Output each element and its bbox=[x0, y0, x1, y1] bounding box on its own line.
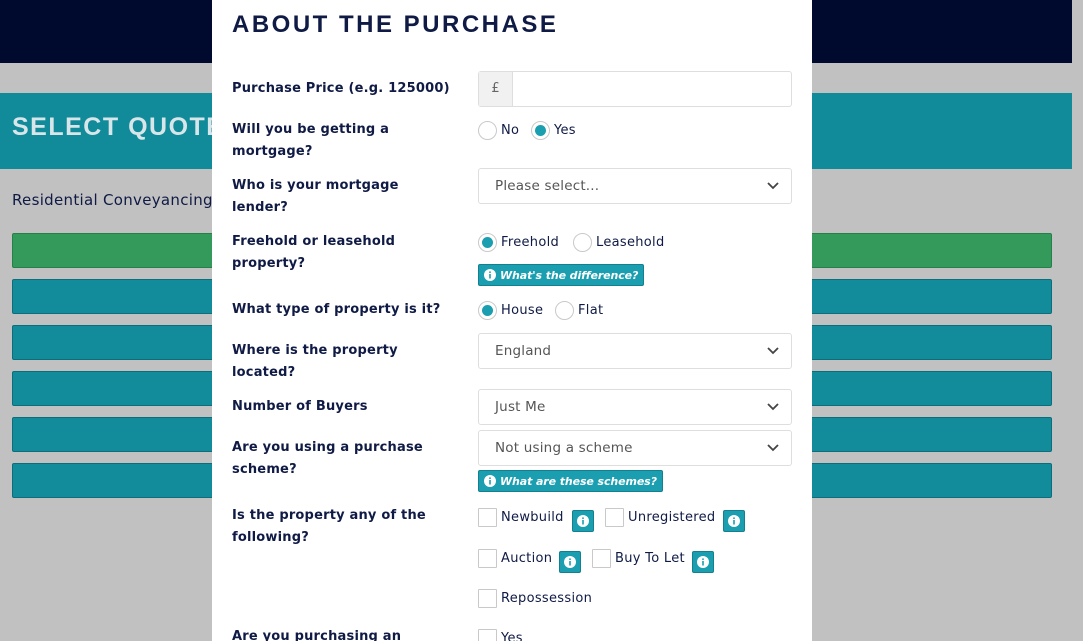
property-type-label: What type of property is it? bbox=[232, 302, 441, 317]
mortgage-yes-label: Yes bbox=[554, 123, 576, 138]
purchase-price-field: £ bbox=[478, 71, 792, 107]
scheme-label-line2: scheme? bbox=[232, 462, 297, 477]
banner-title: SELECT QUOTE bbox=[12, 113, 225, 141]
mortgage-label: Will you be getting a mortgage? bbox=[232, 119, 462, 163]
info-icon bbox=[577, 515, 589, 527]
buyers-label: Number of Buyers bbox=[232, 399, 368, 414]
tenure-label: Freehold or leasehold property? bbox=[232, 231, 462, 275]
features-label: Is the property any of the following? bbox=[232, 505, 462, 549]
auction-info-button[interactable] bbox=[559, 551, 581, 573]
radio-freehold[interactable] bbox=[478, 233, 497, 252]
scheme-help-button[interactable]: What are these schemes? bbox=[478, 470, 663, 492]
radio-leasehold[interactable] bbox=[573, 233, 592, 252]
unregistered-info-button[interactable] bbox=[723, 510, 745, 532]
checkbox-unregistered[interactable] bbox=[605, 508, 624, 527]
chevron-down-icon bbox=[767, 347, 779, 355]
chevron-down-icon bbox=[767, 444, 779, 452]
feature-newbuild[interactable]: Newbuild bbox=[478, 508, 564, 527]
lender-label-line1: Who is your mortgage bbox=[232, 178, 399, 193]
checkbox-buy-to-let[interactable] bbox=[592, 549, 611, 568]
feature-buy-to-let[interactable]: Buy To Let bbox=[592, 549, 685, 568]
purchase-price-label: Purchase Price (e.g. 125000) bbox=[232, 81, 450, 96]
auction-label: Auction bbox=[501, 551, 553, 566]
purchase-price-input[interactable] bbox=[513, 72, 791, 106]
lender-label-line2: lender? bbox=[232, 200, 289, 215]
feature-unregistered[interactable]: Unregistered bbox=[605, 508, 715, 527]
scheme-select[interactable]: Not using a scheme bbox=[478, 430, 792, 466]
buy-to-let-label: Buy To Let bbox=[615, 551, 685, 566]
radio-house[interactable] bbox=[478, 301, 497, 320]
mortgage-option-yes[interactable]: Yes bbox=[531, 121, 576, 140]
chevron-down-icon bbox=[767, 182, 779, 190]
freehold-label: Freehold bbox=[501, 235, 560, 250]
property-option-flat[interactable]: Flat bbox=[555, 301, 603, 320]
tenure-help-button[interactable]: What's the difference? bbox=[478, 264, 645, 286]
newbuild-info-button[interactable] bbox=[572, 510, 594, 532]
location-label: Where is the property located? bbox=[232, 340, 462, 384]
mortgage-label-line2: mortgage? bbox=[232, 144, 313, 159]
tenure-help-text: What's the difference? bbox=[500, 268, 639, 282]
info-icon bbox=[564, 556, 576, 568]
mortgage-option-no[interactable]: No bbox=[478, 121, 519, 140]
flat-label: Flat bbox=[578, 303, 604, 318]
buy-to-let-info-button[interactable] bbox=[692, 551, 714, 573]
leasehold-label: Leasehold bbox=[596, 235, 665, 250]
buyers-select[interactable]: Just Me bbox=[478, 389, 792, 425]
mortgage-label-line1: Will you be getting a bbox=[232, 122, 390, 137]
info-icon bbox=[484, 475, 496, 487]
location-select[interactable]: England bbox=[478, 333, 792, 369]
tenure-label-line2: property? bbox=[232, 256, 306, 271]
scrollbar-track[interactable] bbox=[1072, 0, 1083, 641]
location-label-line2: located? bbox=[232, 365, 296, 380]
location-label-line1: Where is the property bbox=[232, 343, 398, 358]
radio-no[interactable] bbox=[478, 121, 497, 140]
repossession-label: Repossession bbox=[501, 591, 593, 606]
features-label-line2: following? bbox=[232, 530, 309, 545]
mortgage-no-label: No bbox=[501, 123, 520, 138]
next-question-label: Are you purchasing an bbox=[232, 629, 402, 641]
tenure-label-line1: Freehold or leasehold bbox=[232, 234, 396, 249]
checkbox-next-yes[interactable] bbox=[478, 629, 497, 641]
purchase-modal: ABOUT THE PURCHASE Purchase Price (e.g. … bbox=[212, 0, 812, 641]
scheme-label-line1: Are you using a purchase bbox=[232, 440, 423, 455]
info-icon bbox=[697, 556, 709, 568]
checkbox-auction[interactable] bbox=[478, 549, 497, 568]
page-subtitle: Residential Conveyancing bbox=[12, 191, 213, 209]
property-option-house[interactable]: House bbox=[478, 301, 543, 320]
info-icon bbox=[484, 269, 496, 281]
lender-select[interactable]: Please select... bbox=[478, 168, 792, 204]
feature-auction[interactable]: Auction bbox=[478, 549, 552, 568]
next-question-option-yes[interactable]: Yes bbox=[478, 629, 523, 641]
modal-title: ABOUT THE PURCHASE bbox=[232, 11, 559, 38]
tenure-option-leasehold[interactable]: Leasehold bbox=[573, 233, 665, 252]
info-icon bbox=[728, 515, 740, 527]
newbuild-label: Newbuild bbox=[501, 510, 564, 525]
unregistered-label: Unregistered bbox=[628, 510, 716, 525]
features-label-line1: Is the property any of the bbox=[232, 508, 426, 523]
scheme-label: Are you using a purchase scheme? bbox=[232, 437, 462, 481]
checkbox-repossession[interactable] bbox=[478, 589, 497, 608]
buyers-select-value: Just Me bbox=[495, 399, 546, 415]
lender-select-value: Please select... bbox=[495, 178, 600, 194]
next-yes-label: Yes bbox=[501, 631, 523, 641]
tenure-option-freehold[interactable]: Freehold bbox=[478, 233, 559, 252]
chevron-down-icon bbox=[767, 403, 779, 411]
house-label: House bbox=[501, 303, 544, 318]
radio-yes[interactable] bbox=[531, 121, 550, 140]
radio-flat[interactable] bbox=[555, 301, 574, 320]
scheme-select-value: Not using a scheme bbox=[495, 440, 633, 456]
scheme-help-text: What are these schemes? bbox=[500, 474, 657, 488]
checkbox-newbuild[interactable] bbox=[478, 508, 497, 527]
currency-prefix: £ bbox=[479, 72, 513, 106]
lender-label: Who is your mortgage lender? bbox=[232, 175, 462, 219]
location-select-value: England bbox=[495, 343, 552, 359]
feature-repossession[interactable]: Repossession bbox=[478, 589, 592, 608]
